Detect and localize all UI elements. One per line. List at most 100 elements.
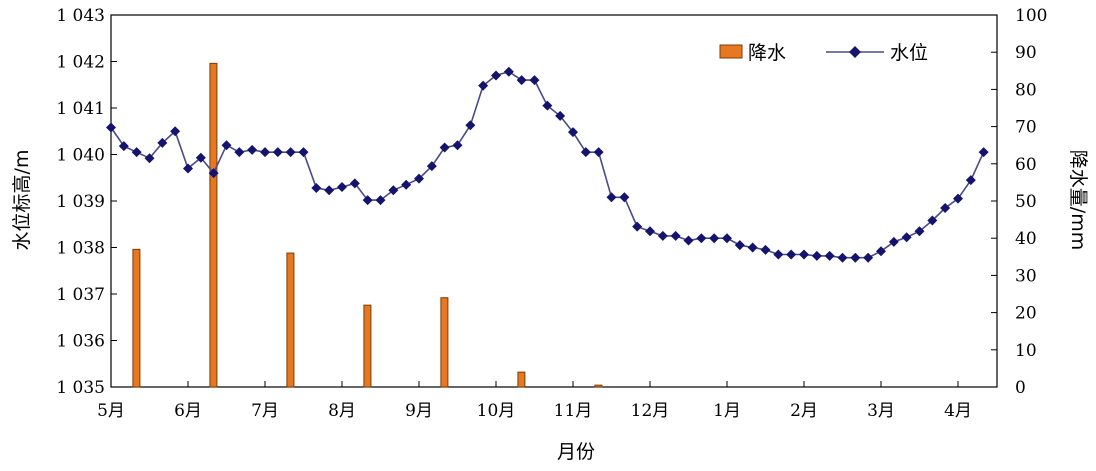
water-level-point: [940, 202, 951, 213]
precip-bar: [286, 252, 295, 388]
water-level-point: [465, 120, 476, 131]
water-level-point: [876, 246, 886, 257]
precip-bar: [517, 371, 526, 388]
x-axis-title: 月份: [557, 441, 595, 463]
legend-level-marker: [849, 46, 861, 58]
right-tick-label: 50: [1015, 192, 1037, 212]
precip-bar: [363, 304, 372, 388]
water-level-point: [901, 232, 912, 243]
right-tick-label: 40: [1015, 229, 1037, 249]
water-level-point: [516, 75, 527, 86]
water-level-point: [529, 75, 540, 86]
water-level-point: [555, 110, 566, 121]
left-tick-label: 1 039: [56, 192, 105, 212]
axes: 1 035 1 036 1 037 1 038 1 039 1 040 1 041 1 042…: [56, 6, 1047, 421]
water-level-point: [478, 80, 489, 91]
water-level-point: [221, 140, 232, 151]
x-tick-label: 11月: [554, 401, 593, 421]
water-level-point: [786, 249, 797, 260]
water-level-point: [683, 235, 694, 246]
legend-level-label: 水位: [890, 42, 928, 64]
water-level-point: [388, 185, 399, 196]
water-level-point: [914, 226, 925, 237]
water-level-point: [401, 179, 412, 190]
x-tick-label: 4月: [944, 401, 972, 421]
right-tick-label: 70: [1015, 118, 1037, 138]
x-tick-label: 3月: [867, 401, 895, 421]
water-level-point: [863, 252, 874, 263]
water-level-point: [965, 175, 976, 186]
x-tick-label: 7月: [251, 401, 279, 421]
water-level-point: [670, 230, 681, 241]
plot-frame: [110, 14, 998, 388]
left-tick-label: 1 043: [56, 6, 105, 26]
water-level-point: [195, 152, 206, 163]
water-level-point: [414, 173, 424, 184]
water-level-point: [491, 70, 501, 81]
water-level-point: [953, 193, 963, 204]
left-axis-title: 水位标高/m: [11, 150, 33, 251]
left-tick-label: 1 041: [56, 99, 105, 119]
water-level-point: [234, 147, 245, 158]
legend-precip-label: 降水: [748, 42, 786, 64]
water-level-point: [208, 168, 219, 179]
water-level-point: [696, 233, 707, 244]
water-level-point: [632, 221, 643, 232]
water-level-point: [850, 252, 861, 263]
precip-bar: [594, 384, 603, 388]
left-tick-label: 1 040: [56, 146, 105, 166]
water-level-point: [888, 236, 899, 247]
x-tick-label: 10月: [477, 401, 516, 421]
x-tick-label: 12月: [631, 401, 670, 421]
water-level-point: [106, 122, 116, 133]
water-level-point: [734, 240, 745, 251]
x-tick-label: 6月: [174, 401, 202, 421]
water-level-point: [439, 142, 450, 153]
water-level-point: [978, 147, 989, 158]
water-level-point: [298, 147, 309, 158]
water-level-point: [799, 249, 809, 260]
water-level-point: [285, 147, 296, 158]
water-level-point: [131, 147, 142, 158]
right-tick-label: 80: [1015, 80, 1037, 100]
precip-bar: [209, 62, 218, 388]
water-level-point: [311, 182, 322, 193]
x-tick-label: 2月: [790, 401, 818, 421]
water-level-point: [375, 195, 386, 206]
left-tick-label: 1 037: [56, 285, 105, 305]
left-tick-label: 1 036: [56, 332, 105, 352]
water-level-point: [247, 144, 258, 155]
water-level-point: [183, 163, 193, 174]
water-level-point: [260, 147, 270, 158]
water-level-point: [452, 140, 463, 151]
left-tick-label: 1 042: [56, 53, 105, 73]
water-level-point: [170, 126, 181, 137]
water-level-point: [760, 244, 771, 255]
water-level-series: [106, 66, 989, 263]
legend: 降水 水位: [719, 42, 928, 64]
right-axis-title: 降水量/mm: [1067, 150, 1089, 250]
right-tick-label: 60: [1015, 155, 1037, 175]
left-tick-label: 1 038: [56, 239, 105, 259]
water-level-point: [426, 161, 437, 172]
left-tick-label: 1 035: [56, 378, 105, 398]
water-level-point: [349, 178, 360, 189]
right-tick-label: 100: [1015, 6, 1047, 26]
water-level-point: [824, 250, 835, 261]
precipitation-bars: [132, 62, 603, 388]
water-level-point: [337, 182, 347, 193]
x-tick-label: 8月: [328, 401, 356, 421]
x-tick-label: 9月: [405, 401, 433, 421]
water-level-point: [645, 226, 655, 237]
water-level-point: [580, 147, 591, 158]
water-level-point: [593, 147, 604, 158]
water-level-point: [324, 185, 335, 196]
water-level-point: [773, 249, 784, 260]
right-tick-label: 90: [1015, 43, 1037, 63]
water-level-point: [657, 230, 668, 241]
legend-precip-swatch: [719, 44, 743, 59]
water-level-line: [110, 70, 985, 259]
water-level-point: [747, 242, 758, 253]
water-level-point: [837, 252, 848, 263]
